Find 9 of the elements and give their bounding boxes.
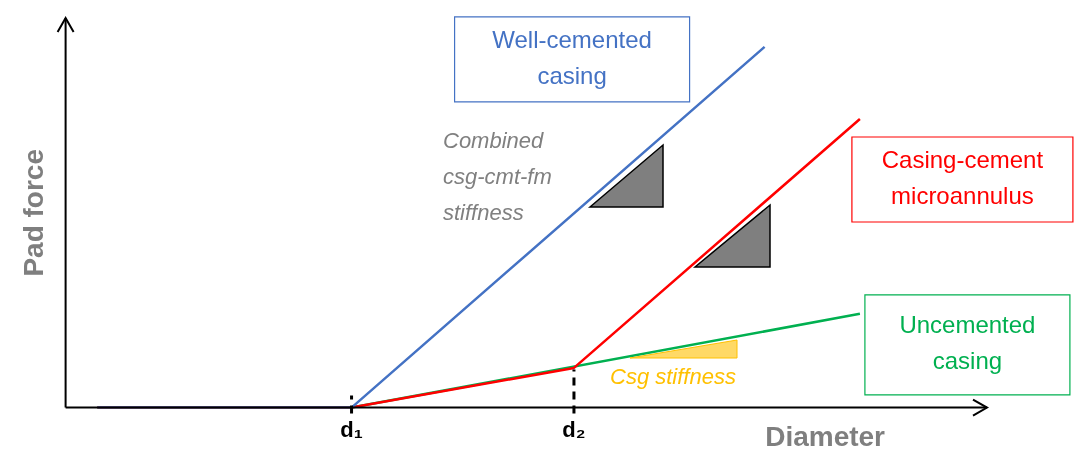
series-label: Well-cemented casing (492, 25, 652, 89)
series-label: Casing-cement microannulus (881, 146, 1044, 210)
series-label: Uncemented casing (899, 311, 1036, 375)
annotation: Combined csg-cmt-fm stiffness (443, 128, 552, 226)
y-axis-title: Pad force (17, 149, 49, 277)
annotation: Csg stiffness (610, 364, 736, 390)
x-tick-label: d₂ (562, 416, 586, 442)
x-axis-title: Diameter (765, 421, 886, 452)
x-tick-label: d₁ (340, 416, 363, 442)
